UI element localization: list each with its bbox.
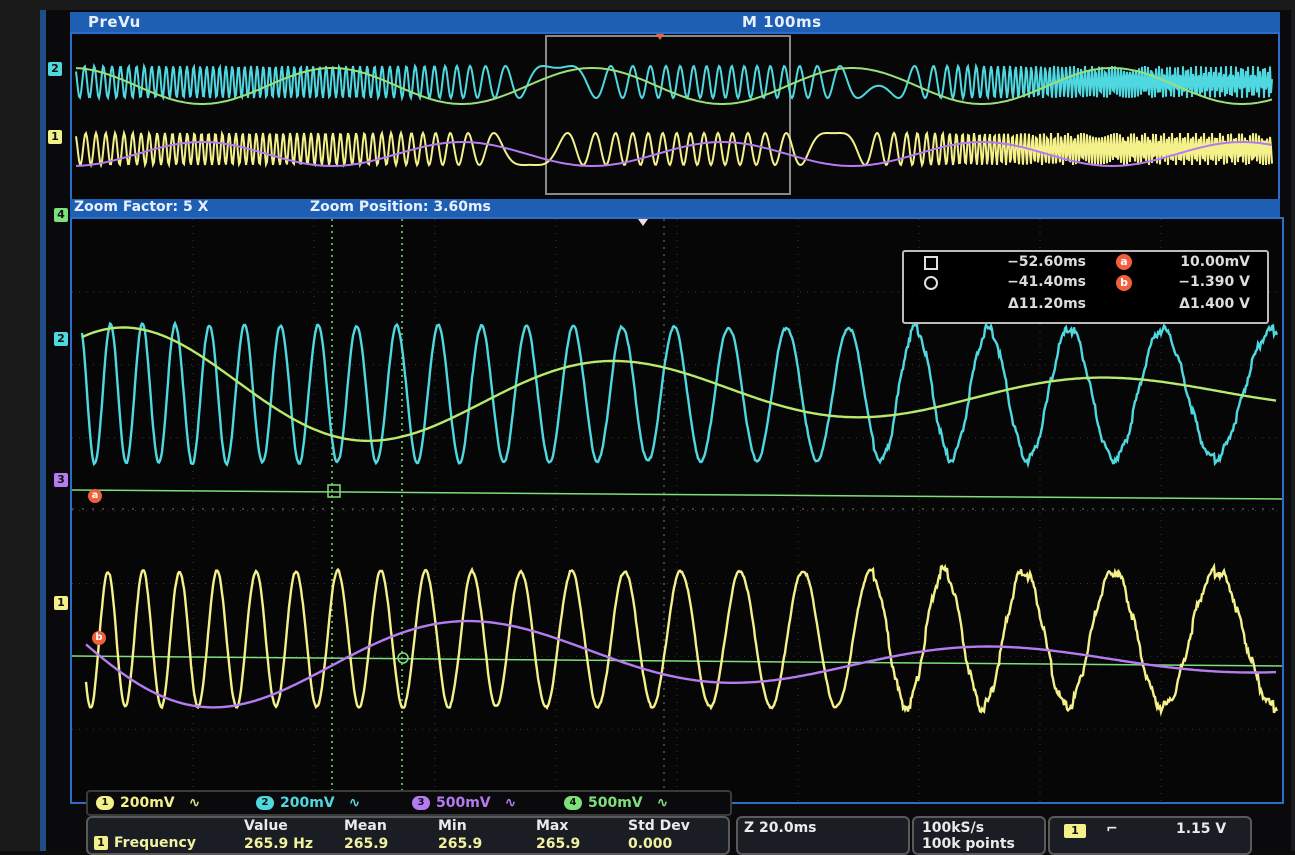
record-length: 100k points xyxy=(922,836,1015,852)
prevu-label: PreVu xyxy=(88,13,141,31)
trigger-level: 1.15 V xyxy=(1176,821,1227,837)
cursor-square-marker xyxy=(327,484,341,498)
prevu-waveforms xyxy=(75,34,1273,195)
ref-a-marker[interactable]: a xyxy=(88,489,102,503)
cursor-v-b: −1.390 V xyxy=(1178,274,1250,290)
ch1-scale[interactable]: 1 200mV ∿ xyxy=(96,795,200,811)
ref-b-marker[interactable]: b xyxy=(92,631,106,645)
zoom-factor: Zoom Factor: 5 X xyxy=(74,199,209,215)
cursor-delta-t: Δ11.20ms xyxy=(1007,296,1086,312)
trigger-position-marker xyxy=(656,34,664,40)
hdr-min: Min xyxy=(438,818,467,834)
trigger-slope-icon: ⌐ xyxy=(1106,821,1118,837)
measurement-label: Frequency xyxy=(114,835,196,851)
cursor-circle-marker xyxy=(397,652,409,664)
hdr-max: Max xyxy=(536,818,569,834)
ch4-ground-marker[interactable]: 4 xyxy=(54,208,68,222)
ref-a-line xyxy=(72,489,1282,500)
cursor-square-icon xyxy=(924,256,938,270)
val-max: 265.9 xyxy=(536,836,581,852)
val-value: 265.9 Hz xyxy=(244,836,314,852)
ch3-ground-marker[interactable]: 3 xyxy=(54,473,68,487)
prevu-ch3-trace xyxy=(76,141,1273,167)
zoom-bar: Zoom Factor: 5 X Zoom Position: 3.60ms xyxy=(70,199,1280,217)
prevu-ch4-trace xyxy=(75,67,1273,105)
ch2-trace xyxy=(80,320,1279,469)
cursor-t2: −41.40ms xyxy=(1007,274,1086,290)
sample-rate: 100kS/s xyxy=(922,820,985,836)
ch2-scale[interactable]: 2 200mV ∿ xyxy=(256,795,360,811)
trigger-marker-main xyxy=(638,219,648,226)
ch3-trace xyxy=(85,619,1277,709)
cursor-v-a: 10.00mV xyxy=(1180,254,1250,270)
val-std: 0.000 xyxy=(628,836,673,852)
trigger-ch-icon: 1 xyxy=(1064,824,1086,838)
measurement-panel[interactable]: 1 Frequency Value Mean Min Max Std Dev 2… xyxy=(86,816,730,855)
trigger-box[interactable]: 1 ⌐ 1.15 V xyxy=(1048,816,1252,855)
cursor-readout-panel: −52.60ms −41.40ms Δ11.20ms a b 10.00mV −… xyxy=(902,250,1269,324)
prevu-ch1-trace xyxy=(75,129,1273,169)
hdr-std: Std Dev xyxy=(628,818,690,834)
prevu-ch2-trace xyxy=(75,62,1273,102)
cursor-delta-v: Δ1.400 V xyxy=(1179,296,1250,312)
bottom-readouts: 1 200mV ∿ 2 200mV ∿ 3 500mV ∿ 4 500mV ∿ 1 Freque… xyxy=(86,790,1286,855)
cursor-ref-b: b xyxy=(1116,275,1132,291)
hdr-value: Value xyxy=(244,818,288,834)
sample-rate-box[interactable]: 100kS/s 100k points xyxy=(912,816,1046,855)
val-mean: 265.9 xyxy=(344,836,389,852)
ch3-scale[interactable]: 3 500mV ∿ xyxy=(412,795,516,811)
ch2-ground-marker[interactable]: 2 xyxy=(54,332,68,346)
ch4-trace xyxy=(81,326,1277,443)
ch4-scale[interactable]: 4 500mV ∿ xyxy=(564,795,668,811)
zoom-scale-box[interactable]: Z 20.0ms xyxy=(736,816,910,855)
channel-scale-row: 1 200mV ∿ 2 200mV ∿ 3 500mV ∿ 4 500mV ∿ xyxy=(86,790,732,816)
prevu-ch2-marker[interactable]: 2 xyxy=(48,62,62,76)
prevu-titlebar: PreVu M 100ms xyxy=(70,12,1280,32)
ch1-ground-marker[interactable]: 1 xyxy=(54,596,68,610)
zoom-region-box xyxy=(545,35,791,195)
ch1-trace xyxy=(84,562,1279,717)
hdr-mean: Mean xyxy=(344,818,387,834)
cursor-ref-a: a xyxy=(1116,254,1132,270)
cursor-t1: −52.60ms xyxy=(1007,254,1086,270)
prevu-window xyxy=(70,32,1280,201)
zoom-position: Zoom Position: 3.60ms xyxy=(310,199,491,215)
zoom-graticule-and-traces xyxy=(72,219,1282,802)
measurement-ch-icon: 1 xyxy=(94,836,108,850)
cursor-circle-icon xyxy=(924,276,938,290)
prevu-ch1-marker[interactable]: 1 xyxy=(48,130,62,144)
ref-b-line xyxy=(72,655,1282,667)
timebase-label: M 100ms xyxy=(742,13,822,31)
val-min: 265.9 xyxy=(438,836,483,852)
